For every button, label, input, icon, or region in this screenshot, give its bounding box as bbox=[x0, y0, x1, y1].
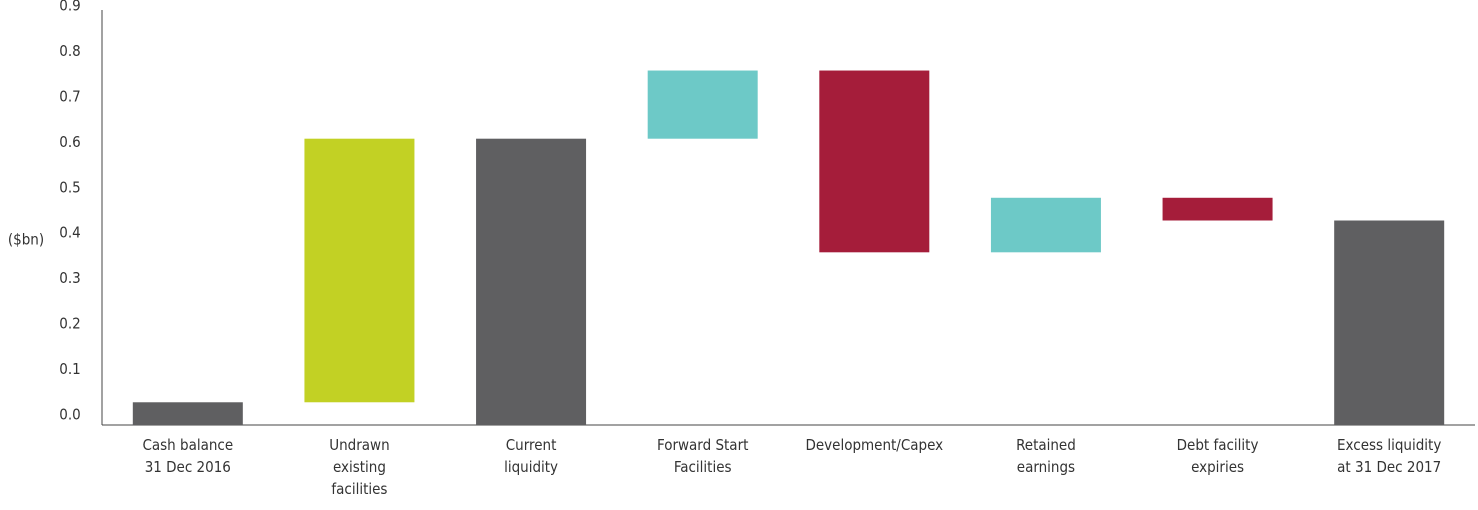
bar bbox=[1162, 197, 1273, 221]
bar bbox=[647, 70, 758, 139]
x-tick-label: Undrawn existing facilities bbox=[329, 436, 389, 498]
x-tick-label: Current liquidity bbox=[504, 436, 558, 476]
x-tick-label-line: Excess liquidity bbox=[1337, 436, 1441, 454]
x-tick-label-line: Forward Start bbox=[657, 436, 748, 454]
x-tick-label-line: Facilities bbox=[674, 458, 732, 476]
x-tick-label-line: 31 Dec 2016 bbox=[145, 458, 231, 476]
x-tick-label-line: expiries bbox=[1191, 458, 1244, 476]
y-tick-label: 0.7 bbox=[59, 87, 80, 105]
y-tick-label: 0.2 bbox=[59, 315, 80, 333]
y-tick-label: 0.1 bbox=[59, 360, 80, 378]
x-tick-label: Excess liquidity at 31 Dec 2017 bbox=[1337, 436, 1441, 476]
x-tick-label-line: Development/Capex bbox=[805, 436, 943, 454]
x-tick-label-line: Current bbox=[506, 436, 557, 454]
bar bbox=[304, 138, 415, 403]
x-tick-label: Debt facility expiries bbox=[1177, 436, 1259, 476]
bar bbox=[1334, 220, 1445, 425]
x-tick-label-line: Retained bbox=[1016, 436, 1076, 454]
x-tick-label: Cash balance 31 Dec 2016 bbox=[142, 436, 233, 476]
x-tick-label-line: Debt facility bbox=[1177, 436, 1259, 454]
x-tick-label-line: existing bbox=[333, 458, 386, 476]
bar bbox=[132, 402, 243, 425]
x-tick-label-line: Cash balance bbox=[142, 436, 233, 454]
y-tick-label: 0.5 bbox=[59, 178, 80, 196]
x-tick-label-line: earnings bbox=[1017, 458, 1075, 476]
x-tick-label-line: liquidity bbox=[504, 458, 558, 476]
y-axis-label: ($bn) bbox=[8, 231, 44, 249]
x-tick-label: Retained earnings bbox=[1016, 436, 1076, 476]
bar bbox=[990, 197, 1101, 253]
y-tick-label: 0.3 bbox=[59, 269, 80, 287]
x-tick-label-line: Undrawn bbox=[329, 436, 389, 454]
y-tick-label: 0.8 bbox=[59, 42, 80, 60]
y-tick-label: 0.9 bbox=[59, 0, 80, 15]
bar bbox=[476, 138, 587, 425]
bar bbox=[819, 70, 930, 253]
x-tick-label-line: facilities bbox=[331, 480, 387, 498]
y-tick-label: 0.4 bbox=[59, 224, 80, 242]
y-tick-label: 0.6 bbox=[59, 133, 80, 151]
x-tick-label-line: at 31 Dec 2017 bbox=[1337, 458, 1441, 476]
x-tick-label: Forward Start Facilities bbox=[657, 436, 748, 476]
x-tick-label: Development/Capex bbox=[805, 436, 943, 454]
y-tick-label: 0.0 bbox=[59, 406, 80, 424]
